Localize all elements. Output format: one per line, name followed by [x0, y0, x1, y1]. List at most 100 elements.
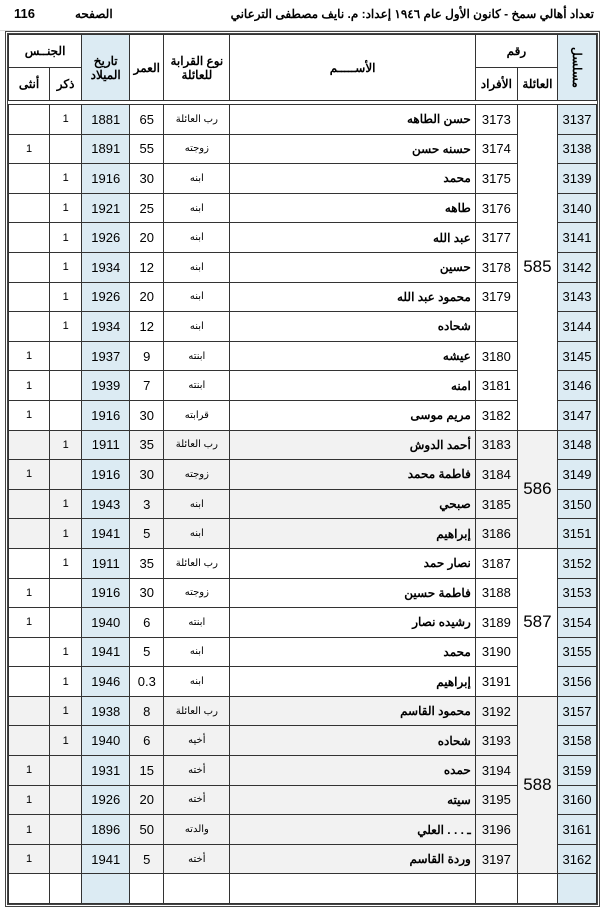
cell-name: وردة القاسم — [229, 843, 476, 875]
cell-relation: ابنه — [163, 488, 231, 520]
cell-female — [7, 518, 51, 549]
cell-individuals: 3186 — [474, 518, 518, 549]
cell-male — [49, 370, 83, 401]
cell-male: 1 — [49, 695, 83, 727]
cell-serial: 3140 — [556, 192, 598, 224]
page-header: تعداد أهالي سمخ - كانون الأول عام ١٩٤٦ إ… — [0, 0, 600, 31]
cell-individuals — [474, 311, 518, 342]
cell-serial: 3156 — [556, 666, 598, 697]
cell-birth: 1941 — [81, 636, 131, 668]
cell-name: حسن الطاهه — [229, 104, 476, 135]
cell-name: إبراهيم — [229, 666, 476, 697]
cell-individuals: 3176 — [474, 192, 518, 224]
cell-male: 1 — [49, 518, 83, 549]
cell-age: 35 — [129, 429, 165, 461]
table-row: 3151 3186 إبراهيم ابنه 5 1941 1 — [7, 518, 598, 549]
cell-age: 25 — [129, 192, 165, 224]
empty-cell — [474, 873, 518, 905]
cell-individuals: 3187 — [474, 547, 518, 579]
cell-name: حسين — [229, 251, 476, 283]
empty-cell — [81, 873, 131, 905]
family-number: 585 — [516, 104, 558, 431]
header-individuals: الأفراد — [474, 67, 518, 101]
cell-serial: 3154 — [556, 607, 598, 638]
cell-individuals: 3175 — [474, 163, 518, 194]
cell-female: 1 — [7, 459, 51, 490]
cell-birth: 1916 — [81, 163, 131, 194]
cell-relation: ابنه — [163, 518, 231, 549]
cell-female: 1 — [7, 370, 51, 401]
cell-male: 1 — [49, 666, 83, 697]
cell-male — [49, 843, 83, 875]
cell-age: 15 — [129, 755, 165, 786]
cell-age: 55 — [129, 133, 165, 165]
cell-name: محمود عبد الله — [229, 281, 476, 313]
cell-individuals: 3190 — [474, 636, 518, 668]
cell-relation: والدته — [163, 814, 231, 845]
cell-individuals: 3188 — [474, 577, 518, 609]
cell-male: 1 — [49, 192, 83, 224]
cell-age: 30 — [129, 459, 165, 490]
cell-female — [7, 429, 51, 461]
cell-individuals: 3182 — [474, 399, 518, 431]
cell-name: إبراهيم — [229, 518, 476, 549]
cell-name: شحاده — [229, 725, 476, 757]
cell-age: 3 — [129, 488, 165, 520]
cell-individuals: 3196 — [474, 814, 518, 845]
cell-individuals: 3177 — [474, 222, 518, 253]
cell-age: 6 — [129, 725, 165, 757]
cell-birth: 1939 — [81, 370, 131, 401]
cell-male — [49, 814, 83, 845]
cell-relation: أخته — [163, 755, 231, 786]
cell-birth: 1934 — [81, 251, 131, 283]
cell-birth: 1916 — [81, 577, 131, 609]
table-row: 3154 3189 رشيده نصار ابنته 6 1940 1 — [7, 607, 598, 638]
cell-female — [7, 725, 51, 757]
cell-female: 1 — [7, 607, 51, 638]
family-number: 587 — [516, 547, 558, 697]
cell-relation: أخيه — [163, 725, 231, 757]
cell-relation: ابنه — [163, 311, 231, 342]
cell-birth: 1934 — [81, 311, 131, 342]
cell-age: 12 — [129, 251, 165, 283]
cell-female: 1 — [7, 814, 51, 845]
empty-cell — [229, 873, 476, 905]
cell-age: 6 — [129, 607, 165, 638]
document-title: تعداد أهالي سمخ - كانون الأول عام ١٩٤٦ إ… — [230, 7, 594, 21]
empty-cell — [49, 873, 83, 905]
cell-serial: 3153 — [556, 577, 598, 609]
table-row: 3159 3194 حمده أخته 15 1931 1 — [7, 755, 598, 786]
cell-serial: 3159 — [556, 755, 598, 786]
cell-age: 50 — [129, 814, 165, 845]
empty-cell — [7, 873, 51, 905]
cell-male: 1 — [49, 725, 83, 757]
cell-individuals: 3174 — [474, 133, 518, 165]
cell-female: 1 — [7, 784, 51, 816]
header-number: رقم — [474, 34, 558, 68]
cell-name: عبد الله — [229, 222, 476, 253]
cell-female — [7, 695, 51, 727]
cell-relation: ابنته — [163, 340, 231, 372]
cell-male: 1 — [49, 636, 83, 668]
cell-name: سيته — [229, 784, 476, 816]
cell-female — [7, 251, 51, 283]
cell-individuals: 3193 — [474, 725, 518, 757]
cell-serial: 3143 — [556, 281, 598, 313]
cell-individuals: 3185 — [474, 488, 518, 520]
cell-birth: 1946 — [81, 666, 131, 697]
cell-female — [7, 666, 51, 697]
cell-name: ـ . . . العلي — [229, 814, 476, 845]
table-row: 3137 585 3173 حسن الطاهه رب العائلة 65 1881 1 — [7, 104, 598, 431]
cell-name: طاهه — [229, 192, 476, 224]
header-male: ذكر — [49, 67, 83, 101]
cell-age: 5 — [129, 843, 165, 875]
cell-male: 1 — [49, 222, 83, 253]
cell-age: 0.3 — [129, 666, 165, 697]
cell-name: صبحي — [229, 488, 476, 520]
cell-relation: أخته — [163, 784, 231, 816]
cell-male — [49, 340, 83, 372]
cell-name: عيشه — [229, 340, 476, 372]
table-row: 3142 3178 حسين ابنه 12 1934 1 — [7, 251, 598, 283]
cell-male — [49, 577, 83, 609]
cell-birth: 1921 — [81, 192, 131, 224]
